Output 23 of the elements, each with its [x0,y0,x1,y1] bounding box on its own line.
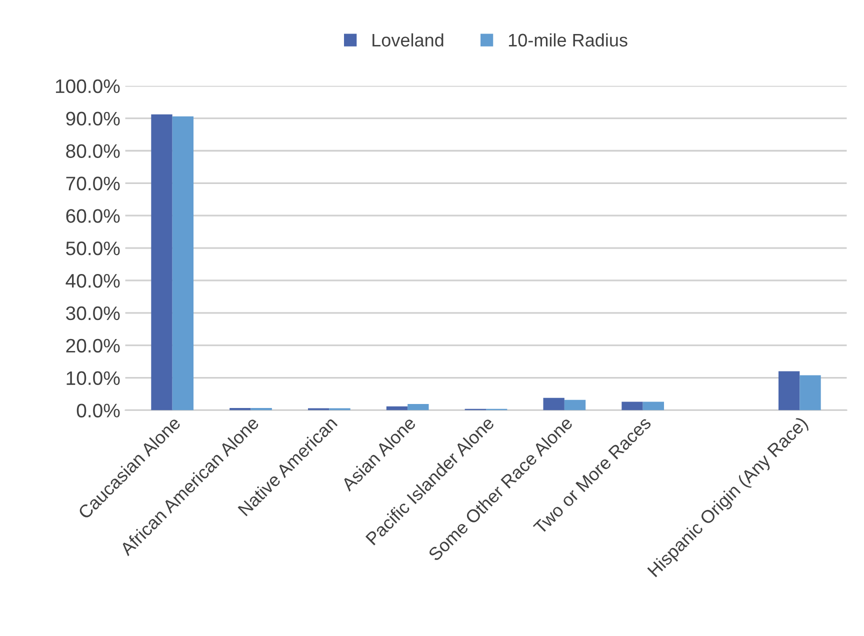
y-tick-label: 40.0% [66,274,120,288]
bar [800,375,821,410]
legend-label: 10-mile Radius [508,33,628,47]
bar [172,116,194,410]
bar [543,398,564,410]
y-tick-label: 90.0% [66,112,120,126]
y-tick-label: 70.0% [66,176,120,190]
bar [408,404,429,410]
y-tick-label: 0.0% [76,404,120,418]
y-tick-label: 30.0% [66,306,120,320]
y-tick-label: 50.0% [66,242,120,256]
bar [250,408,272,410]
y-tick-label: 60.0% [66,209,120,223]
bar [564,400,586,410]
y-tick-label: 100.0% [56,79,120,94]
y-tick-label: 80.0% [66,144,120,158]
bar [622,402,643,410]
bar [151,114,172,410]
y-tick-label: 20.0% [66,338,120,353]
bar [778,371,800,410]
bar [642,402,664,410]
y-tick-label: 10.0% [66,371,120,386]
legend-label: Loveland [372,33,444,47]
